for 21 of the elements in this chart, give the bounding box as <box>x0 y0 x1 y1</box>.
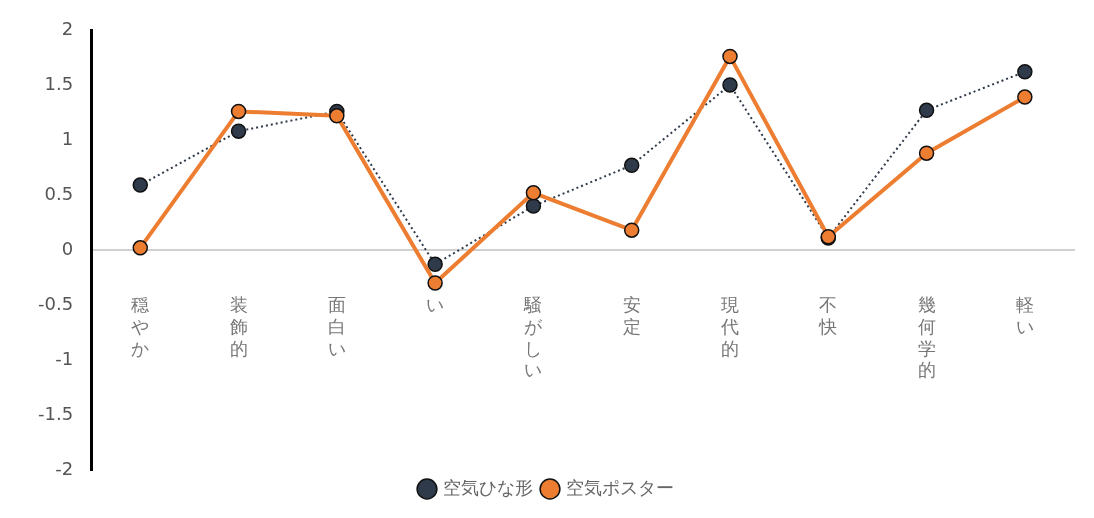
x-tick-label: い <box>426 294 445 316</box>
y-tick-label: 0 <box>61 237 74 259</box>
x-tick-label: 面白い <box>327 294 346 359</box>
y-tick-label: -1 <box>55 347 74 369</box>
x-tick-label: 騒がしい <box>523 294 544 381</box>
x-tick-label: 装飾的 <box>229 294 248 359</box>
x-tick-label: 軽い <box>1015 294 1034 338</box>
y-tick-label: 2 <box>61 17 74 39</box>
x-tick-label: 安定 <box>622 294 641 338</box>
y-tick-label: -2 <box>55 457 74 479</box>
x-tick-label: 不快 <box>818 294 838 338</box>
x-tick-label: 幾何学的 <box>917 294 936 381</box>
legend-label: 空気ひな形 <box>443 476 533 498</box>
x-tick-label: 現代的 <box>719 294 739 359</box>
legend-label: 空気ポスター <box>566 476 674 498</box>
y-tick-label: 0.5 <box>44 182 74 204</box>
x-tick-label: 穏やか <box>131 294 150 359</box>
y-tick-label: 1 <box>61 127 74 149</box>
y-tick-label: -1.5 <box>38 402 74 424</box>
y-tick-label: 1.5 <box>44 72 74 94</box>
y-tick-label: -0.5 <box>38 292 74 314</box>
